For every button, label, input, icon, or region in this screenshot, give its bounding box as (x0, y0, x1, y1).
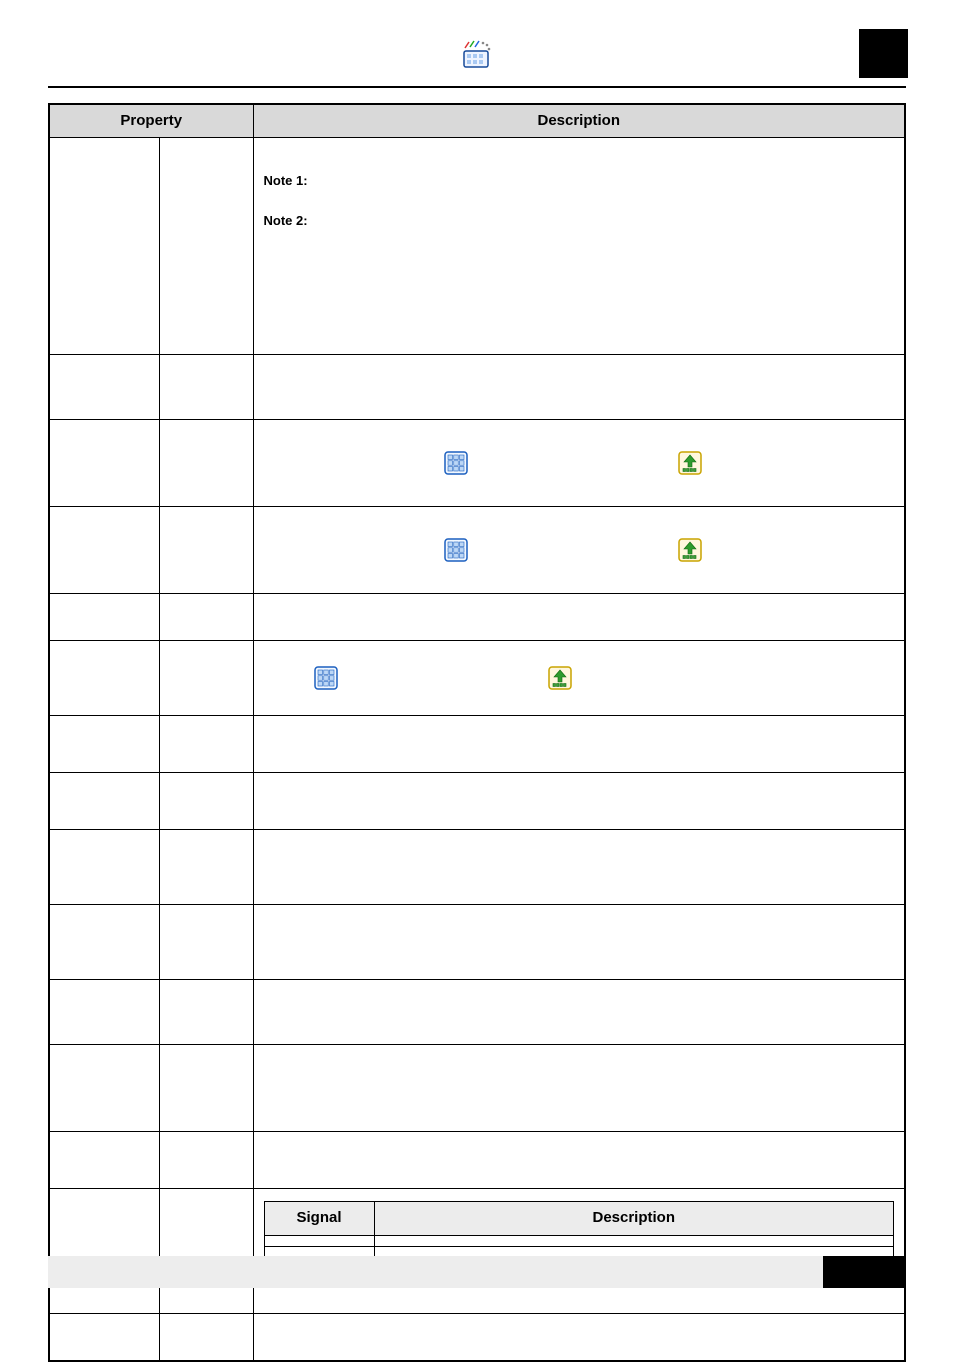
property-cell (49, 716, 159, 773)
upload-icon (678, 451, 702, 475)
description-cell (253, 1313, 905, 1361)
property-subcell (159, 1132, 253, 1189)
description-cell: SignalDescription (253, 1189, 905, 1266)
properties-table: Property Description Note 1: Note 2: (48, 103, 906, 1362)
table-row (49, 420, 905, 507)
property-cell (49, 980, 159, 1045)
description-cell (253, 641, 905, 716)
property-subcell (159, 980, 253, 1045)
table-row (49, 716, 905, 773)
property-cell (49, 905, 159, 980)
description-cell (253, 980, 905, 1045)
description-cell (253, 716, 905, 773)
table-row (49, 1313, 905, 1361)
table-row (49, 594, 905, 641)
signal-table: SignalDescription (264, 1201, 895, 1257)
properties-table-body: Note 1: Note 2: SignalDescription (49, 138, 905, 1361)
application-logo-icon (461, 38, 493, 70)
description-cell (253, 420, 905, 507)
table-row (49, 355, 905, 420)
upload-icon (678, 538, 702, 562)
note-1-label: Note 1: (264, 172, 895, 190)
property-subcell (159, 138, 253, 355)
table-row (49, 1045, 905, 1132)
keypad-icon (444, 538, 468, 562)
icon-pair (264, 428, 895, 498)
description-cell (253, 1045, 905, 1132)
property-cell (49, 420, 159, 507)
property-cell (49, 773, 159, 830)
footer-page-block (823, 1256, 906, 1288)
keypad-icon (444, 451, 468, 475)
header-corner-block (859, 29, 908, 78)
property-cell (49, 1313, 159, 1361)
col-header-description: Description (253, 104, 905, 138)
property-cell (49, 1132, 159, 1189)
table-header-row: Property Description (49, 104, 905, 138)
property-subcell (159, 641, 253, 716)
header-rule (48, 86, 906, 88)
footer-bar (48, 1256, 849, 1288)
table-row: SignalDescription (49, 1189, 905, 1266)
page: Property Description Note 1: Note 2: (0, 0, 954, 1350)
signal-col-header: Signal (264, 1202, 374, 1235)
property-subcell (159, 507, 253, 594)
property-subcell (159, 830, 253, 905)
property-cell (49, 355, 159, 420)
description-cell (253, 1132, 905, 1189)
keypad-icon (314, 666, 338, 690)
signal-desc-cell (374, 1235, 894, 1246)
table-row (49, 773, 905, 830)
icon-pair (264, 649, 895, 707)
properties-table-wrap: Property Description Note 1: Note 2: (48, 103, 906, 1362)
signal-desc-header: Description (374, 1202, 894, 1235)
description-cell: Note 1: Note 2: (253, 138, 905, 355)
description-cell (253, 507, 905, 594)
note-2-label: Note 2: (264, 212, 895, 230)
description-cell (253, 355, 905, 420)
table-row (49, 905, 905, 980)
table-row: Note 1: Note 2: (49, 138, 905, 355)
property-subcell (159, 905, 253, 980)
table-row (49, 980, 905, 1045)
property-cell (49, 641, 159, 716)
description-cell (253, 594, 905, 641)
signal-row (264, 1235, 894, 1246)
property-cell (49, 1189, 159, 1266)
table-row (49, 641, 905, 716)
description-cell (253, 905, 905, 980)
property-subcell (159, 594, 253, 641)
property-cell (49, 507, 159, 594)
property-cell (49, 1045, 159, 1132)
icon-pair (264, 515, 895, 585)
header-logo (461, 38, 493, 75)
table-row (49, 507, 905, 594)
property-cell (49, 830, 159, 905)
description-cell (253, 773, 905, 830)
col-header-property: Property (49, 104, 253, 138)
property-subcell (159, 773, 253, 830)
property-subcell (159, 355, 253, 420)
signal-name-cell (264, 1235, 374, 1246)
description-cell (253, 830, 905, 905)
upload-icon (548, 666, 572, 690)
property-subcell (159, 420, 253, 507)
property-subcell (159, 1313, 253, 1361)
table-row (49, 830, 905, 905)
property-cell (49, 594, 159, 641)
property-cell (49, 138, 159, 355)
property-subcell (159, 1045, 253, 1132)
property-subcell (159, 1189, 253, 1266)
table-row (49, 1132, 905, 1189)
property-subcell (159, 716, 253, 773)
